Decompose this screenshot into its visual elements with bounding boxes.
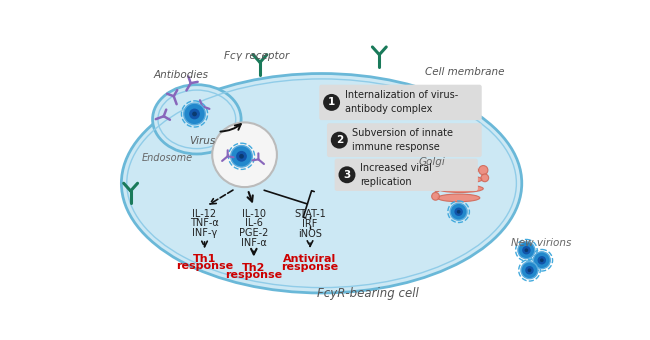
Circle shape [534, 252, 551, 269]
Circle shape [432, 192, 439, 200]
Text: Cell membrane: Cell membrane [425, 67, 505, 76]
Text: 1: 1 [328, 97, 335, 107]
Circle shape [434, 186, 440, 192]
Text: Antibodies: Antibodies [154, 70, 209, 80]
Text: response: response [281, 262, 339, 272]
Circle shape [540, 258, 543, 262]
Circle shape [331, 132, 348, 149]
Text: Increased viral
replication: Increased viral replication [360, 163, 432, 187]
Circle shape [189, 108, 200, 119]
Circle shape [213, 122, 277, 187]
Circle shape [184, 103, 205, 125]
Ellipse shape [438, 175, 482, 183]
Circle shape [538, 256, 546, 265]
Text: 2: 2 [335, 135, 343, 145]
Circle shape [450, 203, 467, 220]
Circle shape [525, 266, 534, 274]
Text: Virus: Virus [189, 136, 215, 146]
Text: FcyR-bearing cell: FcyR-bearing cell [317, 287, 419, 300]
Text: INF-γ: INF-γ [192, 228, 217, 238]
Text: Golgi: Golgi [419, 157, 445, 168]
Circle shape [478, 166, 488, 175]
Circle shape [481, 174, 489, 182]
Text: IRF: IRF [302, 219, 318, 229]
Text: STAT-1: STAT-1 [294, 209, 326, 219]
Text: INF-α: INF-α [241, 238, 266, 248]
Circle shape [323, 94, 340, 111]
Circle shape [239, 154, 244, 159]
Ellipse shape [153, 85, 241, 154]
Text: Th1: Th1 [193, 254, 216, 264]
Text: Internalization of virus-
antibody complex: Internalization of virus- antibody compl… [344, 90, 458, 114]
Circle shape [454, 207, 463, 216]
Ellipse shape [437, 185, 484, 192]
Text: Th2: Th2 [242, 262, 265, 273]
Text: 3: 3 [343, 170, 350, 180]
Text: response: response [226, 270, 282, 280]
Circle shape [231, 146, 252, 167]
Text: IL-6: IL-6 [245, 218, 263, 228]
Text: Fcγ receptor: Fcγ receptor [224, 51, 289, 61]
Circle shape [339, 166, 356, 183]
Text: TNF-α: TNF-α [190, 218, 219, 228]
Circle shape [518, 242, 535, 259]
FancyBboxPatch shape [327, 123, 482, 157]
Circle shape [521, 262, 538, 279]
Circle shape [192, 112, 197, 116]
Circle shape [457, 210, 460, 214]
Circle shape [525, 249, 528, 252]
Text: Endosome: Endosome [142, 153, 193, 163]
FancyBboxPatch shape [335, 158, 478, 191]
Ellipse shape [439, 166, 478, 174]
Circle shape [236, 151, 247, 162]
Circle shape [522, 246, 530, 254]
Text: New virions: New virions [511, 238, 571, 248]
Text: Subversion of innate
immune response: Subversion of innate immune response [352, 128, 454, 152]
Text: IL-10: IL-10 [242, 209, 266, 219]
Text: PGE-2: PGE-2 [239, 228, 268, 238]
Ellipse shape [122, 73, 522, 293]
Text: response: response [176, 261, 233, 271]
Ellipse shape [437, 194, 480, 202]
FancyBboxPatch shape [319, 85, 482, 120]
Text: iNOS: iNOS [298, 229, 322, 239]
Circle shape [528, 268, 531, 272]
Text: IL-12: IL-12 [192, 209, 216, 219]
Text: Antiviral: Antiviral [283, 254, 337, 264]
